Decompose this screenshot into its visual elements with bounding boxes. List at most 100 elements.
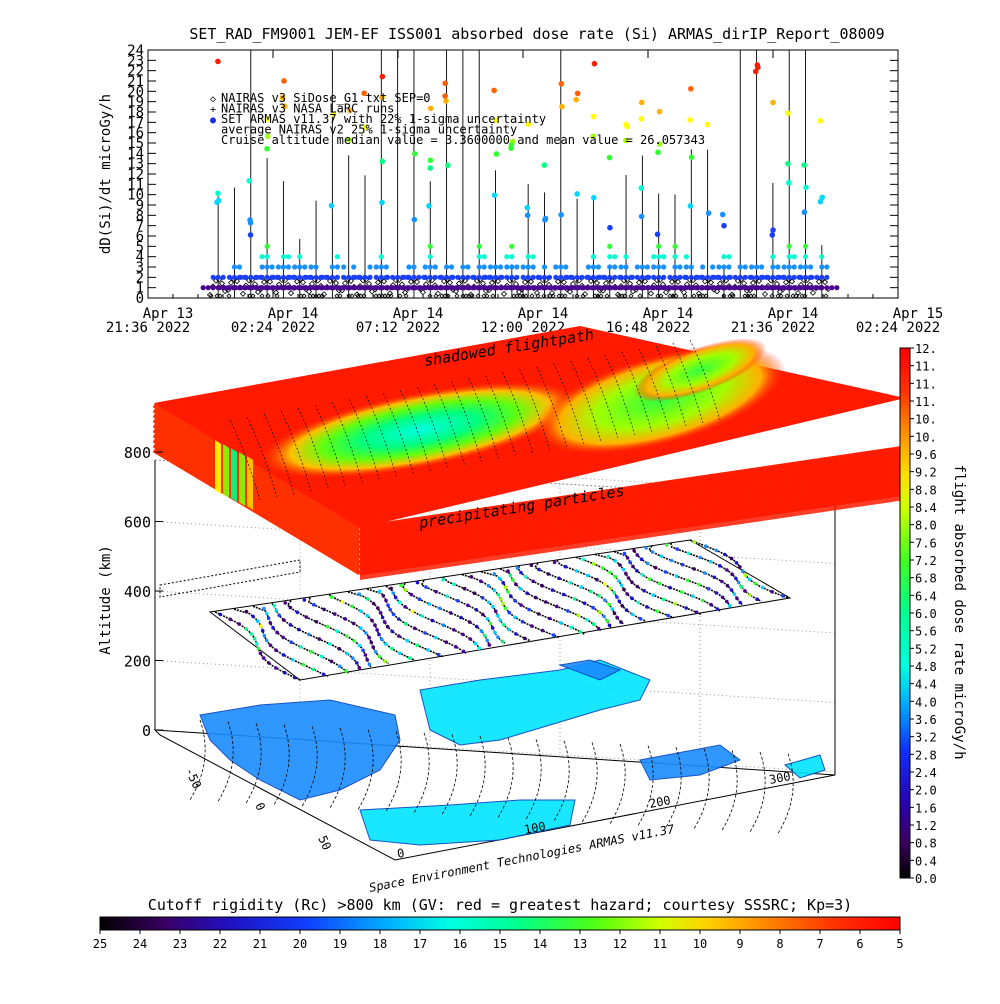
orbit-dose-point <box>468 637 473 641</box>
orbit-track <box>499 568 602 632</box>
armas-dose-point <box>509 254 515 260</box>
armas-dose-point <box>781 285 787 291</box>
armas-dose-point <box>623 137 629 144</box>
armas-dose-point <box>819 274 825 280</box>
armas-dose-point <box>564 274 570 280</box>
orbit-dose-point <box>507 627 511 632</box>
orbit-dose-point <box>288 623 293 627</box>
armas-dose-point <box>775 264 781 270</box>
armas-dose-point <box>776 274 782 280</box>
orbit-dose-point <box>281 653 286 657</box>
orbit-dose-point <box>487 643 492 647</box>
orbit-dose-point <box>371 601 376 606</box>
armas-dose-point <box>683 264 689 270</box>
nairas-model-point <box>319 293 325 299</box>
orbit-dose-point <box>288 605 293 610</box>
orbit-dose-point <box>642 589 646 593</box>
orbit-dose-point <box>714 548 718 553</box>
armas-dose-point <box>525 264 531 270</box>
altitude-tick-label: 800 <box>124 444 151 462</box>
armas-dose-point <box>302 264 308 270</box>
orbit-dose-point <box>390 629 395 634</box>
orbit-dose-point <box>617 579 621 583</box>
orbit-dose-point <box>461 632 465 637</box>
ground-track <box>581 742 598 823</box>
nairas-model-point <box>550 293 556 299</box>
armas-dose-point <box>819 264 825 270</box>
orbit-dose-point <box>258 651 263 656</box>
armas-dose-point <box>432 274 438 280</box>
armas-dose-point <box>275 264 282 270</box>
armas-dose-point <box>362 124 369 130</box>
armas-dose-point <box>482 285 489 291</box>
armas-dose-point <box>515 285 521 291</box>
rigidity-colorbar-tick-label: 9 <box>736 937 743 951</box>
orbit-dose-point <box>373 623 377 627</box>
armas-dose-point <box>829 285 835 291</box>
orbit-dose-point <box>572 597 577 601</box>
orbit-dose-point <box>501 623 506 627</box>
armas-dose-point <box>524 212 531 219</box>
armas-dose-point <box>541 162 548 168</box>
armas-dose-point <box>357 274 363 280</box>
armas-dose-point <box>334 264 340 270</box>
nairas-model-point <box>454 293 460 299</box>
orbit-dose-point <box>673 601 677 606</box>
ground-track <box>525 739 542 820</box>
armas-dose-point <box>662 285 668 291</box>
armas-dose-point <box>719 211 726 218</box>
nairas-model-point <box>734 277 742 284</box>
orbit-track <box>670 542 762 603</box>
dose-colorbar-tick-label: 7.2 <box>915 554 937 568</box>
orbit-dose-point <box>409 592 414 597</box>
nairas-model-point <box>815 278 823 285</box>
dose-colorbar: 0.0 0.4 0.8 1.2 1.6 2.0 2.4 2.8 3.2 3.6 4.0 4.4 4.8 5… <box>899 342 967 886</box>
orbit-dose-point <box>357 592 362 596</box>
armas-dose-point <box>443 264 450 270</box>
top-x-tick-day: Apr 15 <box>893 306 944 322</box>
armas-dose-point <box>585 285 592 291</box>
armas-dose-point <box>379 158 386 165</box>
nairas-model-point <box>419 289 427 296</box>
armas-dose-point <box>569 285 575 291</box>
armas-dose-point <box>427 254 433 260</box>
armas-dose-point <box>738 285 745 291</box>
slab-edge-stripe <box>152 407 362 536</box>
nairas-model-point <box>598 293 604 299</box>
nairas-model-point <box>254 289 262 296</box>
slab-edge-stripe <box>152 412 362 541</box>
map-landmass <box>783 754 826 779</box>
armas-dose-point <box>824 274 830 280</box>
armas-dose-point <box>721 222 727 229</box>
armas-dose-point <box>618 285 624 291</box>
armas-dose-point <box>742 274 748 280</box>
armas-dose-point <box>362 274 368 280</box>
figure-title: SET_RAD_FM9001 JEM-EF ISS001 absorbed do… <box>189 25 884 43</box>
armas-dose-point <box>792 285 799 291</box>
nairas-model-point <box>788 278 796 285</box>
nairas-model-point <box>260 279 268 286</box>
armas-dose-point <box>638 116 645 122</box>
orbit-dose-point <box>268 621 273 625</box>
armas-dose-point <box>427 264 433 270</box>
armas-dose-point <box>363 285 369 291</box>
orbit-dose-point <box>415 643 420 648</box>
orbit-dose-point <box>585 573 590 578</box>
ground-track <box>357 729 374 810</box>
armas-dose-point <box>510 285 516 291</box>
armas-dose-point <box>737 264 743 270</box>
legend-symbol: + <box>210 105 216 116</box>
armas-dose-point <box>711 274 717 280</box>
armas-dose-point <box>269 264 275 270</box>
armas-dose-point <box>346 274 352 280</box>
armas-dose-point <box>471 274 477 280</box>
nairas-model-point <box>707 279 715 286</box>
armas-dose-point <box>280 264 287 270</box>
armas-dose-point <box>802 264 809 270</box>
armas-dose-point <box>770 274 776 280</box>
armas-dose-point <box>487 264 494 270</box>
armas-dose-point <box>700 264 706 270</box>
rigidity-colorbar-tick-label: 16 <box>453 937 467 951</box>
rigidity-colorbar-tick-label: 11 <box>653 937 667 951</box>
